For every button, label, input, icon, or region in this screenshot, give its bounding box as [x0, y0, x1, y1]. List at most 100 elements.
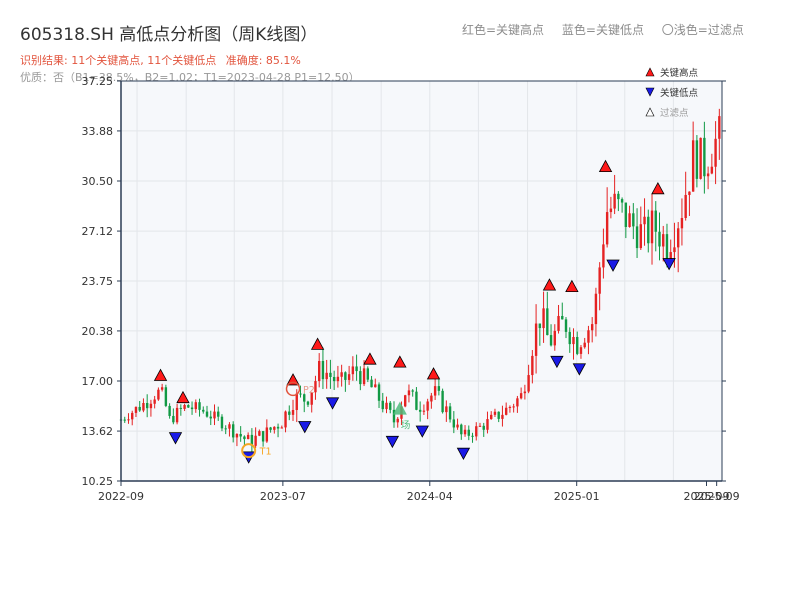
candle-body — [576, 336, 579, 354]
candle-body — [142, 402, 145, 411]
candle-body — [209, 416, 212, 419]
candle-body — [250, 434, 254, 446]
candle-body — [359, 371, 362, 385]
candle-body — [568, 331, 571, 345]
candle-body — [523, 391, 527, 394]
candle-body — [153, 399, 156, 404]
axes: 10.25 13.62 17.00 20.38 23.75 27.12 30.50 33.88… — [82, 75, 740, 503]
candle-body — [366, 368, 370, 380]
candle-body — [673, 247, 676, 253]
candle-body — [718, 116, 721, 139]
x-tick-label: 2025-09 — [694, 490, 740, 503]
candle-body — [310, 392, 313, 405]
candle-body — [620, 199, 624, 203]
candle-body — [246, 434, 250, 440]
candle-body — [284, 411, 287, 428]
candle-body — [452, 419, 456, 428]
candle-body — [549, 335, 553, 346]
candle-body — [553, 330, 556, 346]
candle-body — [501, 414, 504, 419]
candle-body — [269, 427, 272, 430]
candle-body — [564, 319, 568, 332]
candle-body — [699, 137, 702, 179]
y-tick-label: 20.38 — [82, 325, 114, 338]
candle-body — [531, 355, 534, 376]
candle-body — [662, 234, 665, 247]
candle-body — [220, 416, 224, 429]
candle-body — [179, 407, 183, 409]
candle-body — [516, 398, 519, 407]
candle-body — [471, 435, 474, 437]
candle-body — [317, 360, 321, 382]
candle-body — [205, 411, 209, 417]
y-tick-label: 37.25 — [82, 75, 114, 88]
candle-body — [347, 374, 351, 380]
candle-body — [534, 323, 538, 356]
legend-filtered-icon — [645, 107, 655, 117]
candle-body — [224, 428, 227, 430]
candle-body — [478, 425, 482, 427]
candle-body — [430, 395, 433, 402]
candle-body — [587, 330, 590, 343]
key-low-marker — [606, 259, 620, 272]
candle-body — [385, 402, 388, 410]
candle-body — [542, 308, 545, 329]
candle-body — [512, 406, 515, 408]
candle-body — [624, 202, 628, 227]
markers: T1 P2 场 — [153, 159, 676, 464]
header-legend-light: 〇浅色=过滤点 — [661, 23, 744, 37]
key-low-marker — [415, 425, 429, 438]
key-high-marker — [176, 390, 190, 404]
candle-body — [299, 393, 302, 395]
candle-body — [374, 384, 377, 388]
candle-body — [254, 435, 257, 446]
candle-body — [411, 390, 414, 392]
candle-body — [650, 210, 654, 244]
key-high-marker — [565, 279, 579, 292]
result-text: 识别结果: 11个关键高点, 11个关键低点 — [20, 54, 217, 67]
y-tick-label: 10.25 — [82, 475, 114, 488]
candle-body — [583, 342, 586, 348]
key-high-marker — [393, 355, 407, 368]
candle-body — [579, 347, 583, 354]
candle-body — [680, 217, 684, 229]
candle-body — [362, 368, 366, 385]
candle-body — [590, 324, 594, 331]
candle-body — [396, 418, 399, 423]
candle-body — [187, 405, 190, 408]
candle-body — [703, 137, 706, 177]
candle-body — [235, 433, 239, 438]
candle-body — [714, 138, 717, 167]
key-high-marker — [598, 159, 613, 172]
key-high-marker — [153, 368, 168, 381]
candle-body — [295, 393, 298, 410]
candle-body — [291, 409, 295, 415]
candle-body — [138, 406, 141, 411]
candle-body — [243, 436, 246, 440]
candle-body — [538, 323, 542, 329]
candle-body — [643, 216, 646, 225]
candle-body — [617, 193, 620, 200]
candle-body — [168, 405, 171, 416]
candle-body — [213, 411, 216, 419]
candle-body — [647, 216, 650, 244]
legend-low-label: 关键低点 — [660, 87, 699, 99]
t1-label: T1 — [259, 447, 272, 458]
candle-body — [239, 433, 242, 437]
candle-body — [123, 419, 126, 421]
y-tick-label: 27.12 — [82, 225, 114, 238]
x-tick-label: 2025-01 — [554, 490, 600, 503]
candle-body — [508, 406, 512, 408]
candle-body — [325, 372, 328, 380]
candle-body — [691, 140, 695, 192]
candle-body — [493, 411, 497, 415]
candle-body — [198, 402, 201, 410]
legend-low-icon — [645, 87, 655, 97]
candle-body — [202, 409, 205, 412]
candle-body — [475, 426, 478, 437]
candle-body — [160, 387, 164, 390]
candle-body — [688, 191, 691, 195]
candle-body — [433, 386, 437, 396]
candle-body — [695, 140, 699, 179]
filtered-point-marker — [392, 401, 407, 415]
